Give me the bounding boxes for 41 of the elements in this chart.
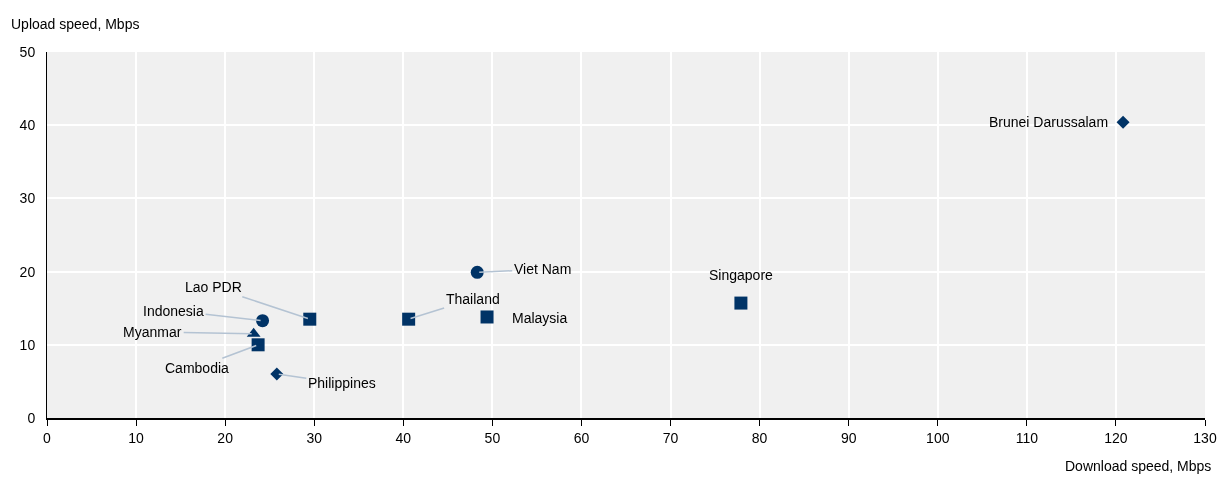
y-tick-label: 30 [19, 190, 36, 207]
x-tick-label: 90 [840, 429, 857, 446]
annotation: Indonesia [143, 303, 204, 319]
point [1116, 115, 1130, 129]
x-tick-label: 10 [128, 429, 145, 446]
point [251, 338, 265, 352]
point [402, 312, 416, 326]
x-tick-label: 70 [662, 429, 679, 446]
y-tick-label: 20 [19, 263, 36, 280]
y-axis-title: Upload speed, Mbps [11, 16, 140, 32]
annotation: Brunei Darussalam [989, 114, 1109, 130]
annotation: Philippines [308, 375, 376, 391]
y-tick-label: 10 [19, 336, 36, 353]
annotation: Malaysia [512, 310, 568, 326]
annotation: Thailand [446, 291, 500, 307]
point [256, 314, 270, 328]
point [480, 310, 494, 324]
annotation: Singapore [709, 267, 774, 283]
x-tick-label: 100 [926, 429, 950, 446]
annotation: Cambodia [165, 360, 230, 376]
x-tick-label: 130 [1193, 429, 1217, 446]
x-tick-label: 50 [484, 429, 501, 446]
point [303, 312, 317, 326]
x-tick-label: 40 [395, 429, 412, 446]
x-tick-label: 20 [217, 429, 234, 446]
y-tick-label: 50 [19, 43, 36, 60]
x-tick-label: 30 [306, 429, 323, 446]
x-axis-title: Download speed, Mbps [1065, 458, 1212, 474]
x-tick-label: 110 [1015, 429, 1039, 446]
y-tick-label: 0 [27, 409, 36, 426]
x-tick-label: 80 [751, 429, 768, 446]
point [470, 265, 484, 279]
point [734, 296, 748, 310]
point [270, 367, 284, 381]
annotation: Lao PDR [185, 279, 242, 295]
annotation: Viet Nam [514, 261, 572, 277]
x-tick-label: 0 [43, 429, 52, 446]
x-tick-label: 120 [1104, 429, 1128, 446]
x-tick-label: 60 [573, 429, 590, 446]
annotation: Myanmar [123, 324, 182, 340]
y-tick-label: 40 [19, 117, 36, 134]
